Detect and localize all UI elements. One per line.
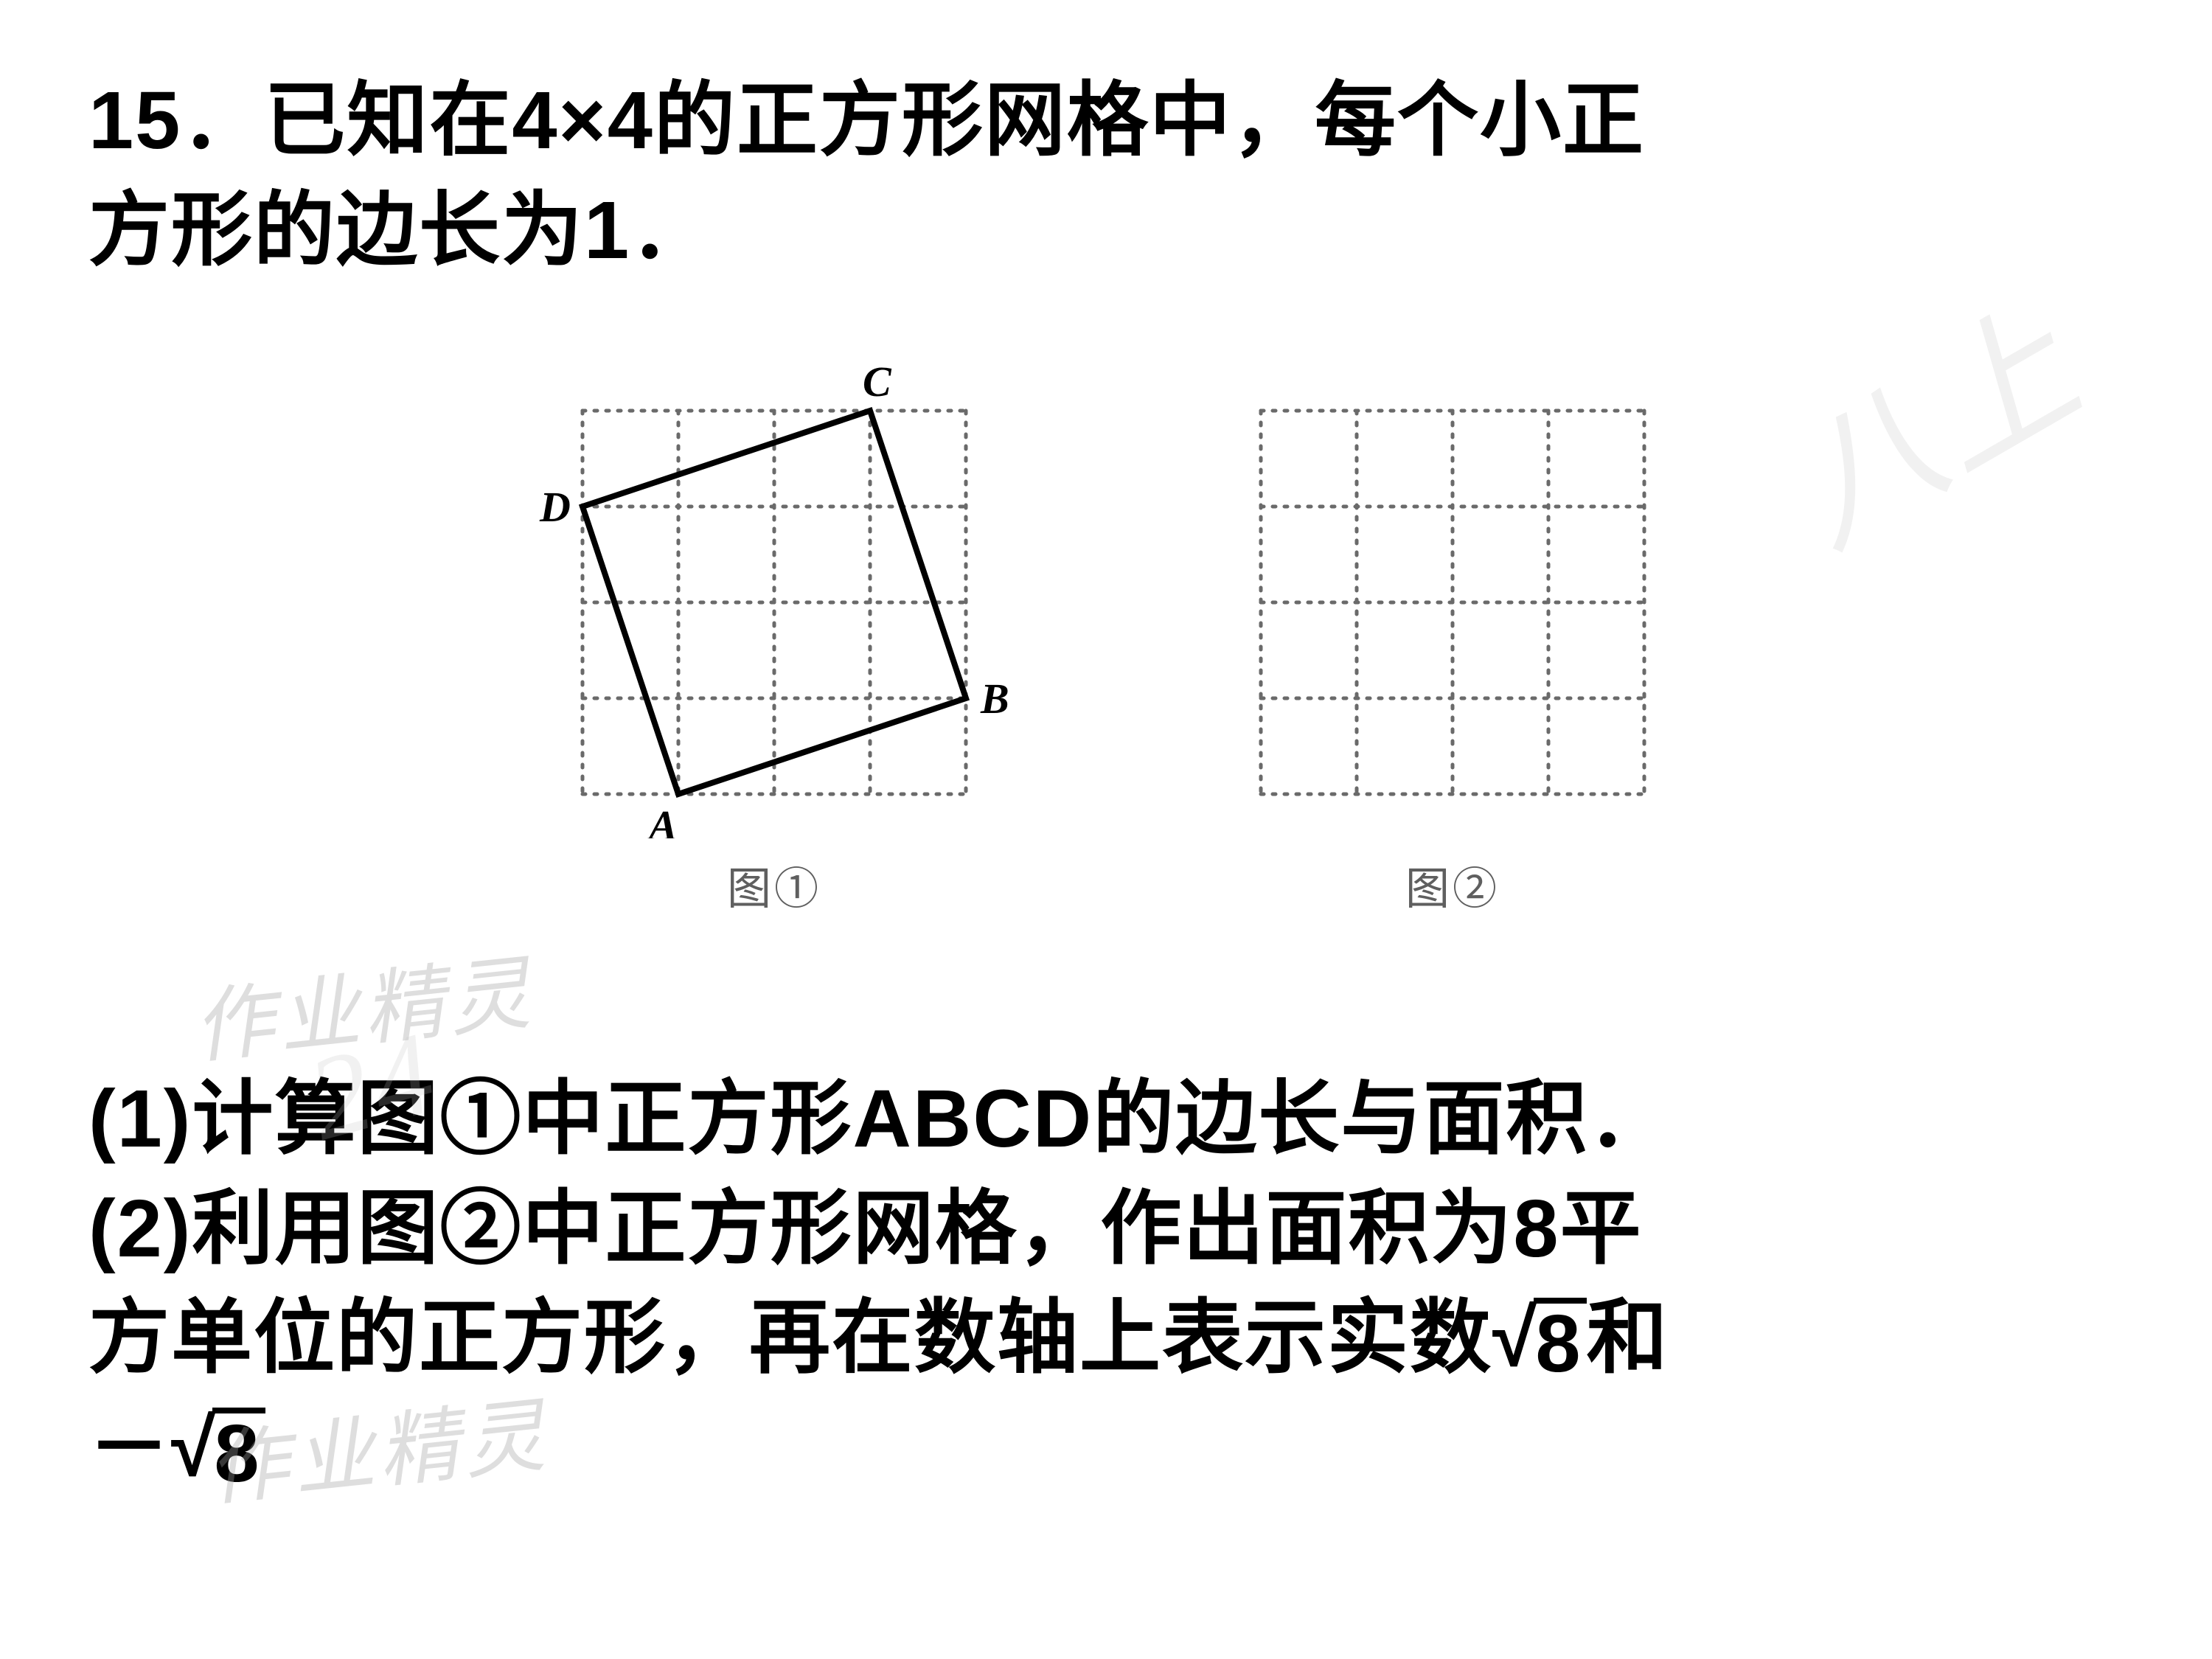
radical-sqrt8-1: √8 [1492, 1298, 1587, 1385]
q2-l2-a: 方单位的正方形，再在数轴上表示实数 [88, 1293, 1492, 1383]
figure-1-grid: A B C D [538, 366, 1010, 838]
figure-2-grid [1217, 366, 1688, 838]
svg-text:C: C [863, 366, 892, 406]
figure-1-caption: 图① [727, 853, 821, 917]
problem-number: 15． [88, 75, 264, 166]
intro-text-1: 已知在4×4的正方形网格中，每个小正 [264, 75, 1645, 166]
radicand-2: 8 [212, 1408, 265, 1495]
surd-2: √ [171, 1408, 217, 1489]
question-2-line1: (2)利用图②中正方形网格，作出面积为8平 [88, 1175, 2138, 1284]
watermark-1: 作业精灵 [187, 926, 539, 1079]
surd-1: √ [1492, 1298, 1538, 1379]
q2-l2-c: 和 [1587, 1293, 1669, 1383]
question-1: (1)计算图①中正方形ABCD的边长与面积． [88, 1065, 2138, 1175]
figure-2-wrap: 图② [1217, 366, 1688, 917]
svg-text:A: A [647, 801, 678, 838]
page-root: 15．已知在4×4的正方形网格中，每个小正 方形的边长为1． A B C D 图① 图… [0, 0, 2212, 1659]
figure-1-wrap: A B C D 图① [538, 366, 1010, 917]
svg-text:B: B [980, 675, 1009, 723]
intro-text-2: 方形的边长为1． [88, 185, 713, 276]
radical-sqrt8-2: √8 [171, 1408, 265, 1495]
svg-text:D: D [539, 483, 571, 531]
figures-row: A B C D 图① 图② [88, 366, 2138, 917]
radicand-1: 8 [1534, 1298, 1586, 1385]
figure-2-caption: 图② [1405, 853, 1500, 917]
question-2-line2: 方单位的正方形，再在数轴上表示实数√8和 [88, 1284, 2138, 1394]
questions-block: (1)计算图①中正方形ABCD的边长与面积． (2)利用图②中正方形网格，作出面… [88, 1065, 2138, 1503]
question-2-line3: －√8 [88, 1394, 2138, 1503]
problem-intro: 15．已知在4×4的正方形网格中，每个小正 方形的边长为1． [88, 66, 2138, 285]
q2-l3-a: － [88, 1402, 171, 1493]
